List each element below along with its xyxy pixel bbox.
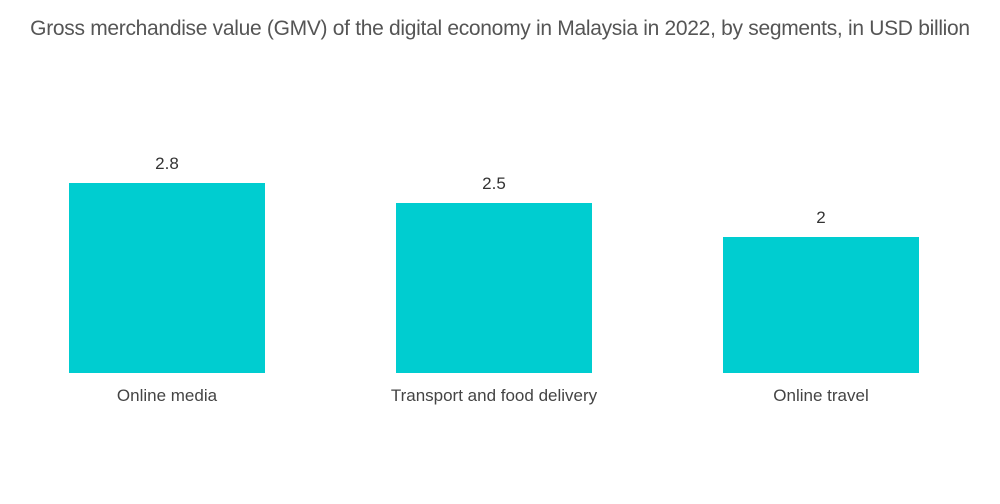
bar [723, 237, 919, 373]
category-label: Online media [116, 386, 218, 405]
bar [69, 183, 265, 373]
bar-value-label: 2.5 [482, 174, 506, 193]
chart-title: Gross merchandise value (GMV) of the dig… [30, 17, 970, 40]
bar [396, 203, 592, 373]
category-label: Online travel [773, 386, 869, 405]
bar-value-label: 2.8 [155, 154, 179, 173]
category-label: Transport and food delivery [390, 386, 598, 405]
bar-value-label: 2 [816, 208, 826, 227]
